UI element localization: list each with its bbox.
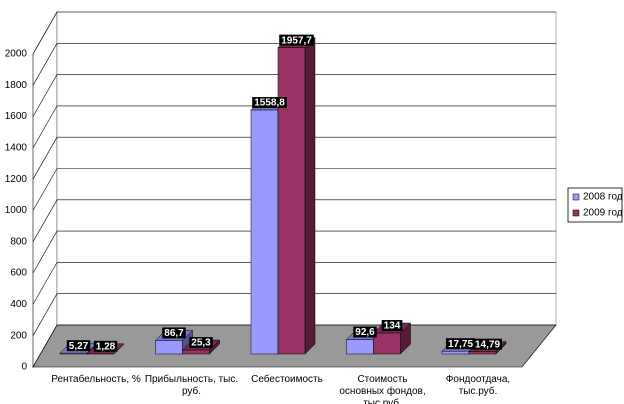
y-tick-label: 800	[10, 236, 27, 247]
grid-line	[32, 136, 556, 180]
value-label-bg	[381, 320, 403, 332]
value-label-bg	[252, 97, 287, 109]
bar	[59, 352, 88, 355]
x-tick-label: Прибыльность, тыс. руб.	[144, 374, 239, 397]
y-tick-label: 1000	[5, 205, 28, 216]
y-tick-label: 1600	[5, 111, 28, 122]
legend-box	[567, 187, 623, 223]
value-label: 86,7	[164, 328, 184, 339]
legend-swatch	[572, 209, 580, 217]
bar-side	[304, 37, 316, 355]
bar	[373, 332, 401, 355]
value-label-bg	[353, 326, 377, 338]
bar	[277, 47, 306, 355]
value-label: 25,3	[191, 338, 211, 349]
grid-line	[32, 74, 556, 117]
grid-line	[32, 105, 556, 149]
value-label: 92,6	[355, 327, 375, 338]
bar	[155, 340, 183, 355]
value-label: 1957,7	[281, 35, 312, 46]
value-label-bg	[93, 340, 118, 352]
bar	[346, 339, 374, 355]
grid-line	[32, 293, 556, 336]
value-label-bg	[189, 337, 213, 349]
bar	[468, 351, 497, 355]
x-tick-label: Себестоимость	[251, 374, 323, 385]
grid-line	[32, 262, 556, 305]
grid-line	[32, 199, 556, 242]
grid-line	[32, 168, 556, 211]
y-tick-label: 400	[10, 299, 27, 310]
value-label: 1558,8	[254, 98, 285, 109]
value-label: 134	[384, 321, 401, 332]
value-label-bg	[445, 338, 476, 350]
grid-line	[32, 230, 556, 274]
legend-label: 2008 год	[583, 192, 623, 203]
y-tick-label: 1800	[5, 80, 28, 91]
grid-line	[32, 11, 556, 55]
bar	[441, 350, 470, 355]
y-tick-label: 1200	[5, 174, 28, 185]
value-label-bg	[279, 34, 314, 46]
value-label-bg	[162, 327, 186, 339]
y-tick-label: 600	[10, 268, 27, 279]
legend-swatch	[572, 193, 580, 201]
value-label: 5,27	[69, 341, 89, 352]
value-label-bg	[472, 338, 503, 350]
x-tick-label: Рентабельность, %	[51, 374, 141, 385]
value-label: 17,75	[448, 339, 473, 350]
value-label-bg	[66, 340, 91, 352]
y-tick-label: 200	[10, 330, 27, 341]
legend-label: 2009 год	[583, 208, 623, 219]
grid-line	[32, 42, 556, 86]
x-tick-label: Фондоотдача, тыс.руб.	[445, 374, 511, 397]
value-label: 14,79	[475, 339, 500, 350]
x-tick-label: Стоимость основных фондов, тыс.руб.	[339, 374, 426, 404]
value-label: 1,28	[96, 341, 116, 352]
y-tick-label: 2000	[5, 49, 28, 60]
y-tick-label: 0	[21, 362, 27, 373]
bar	[182, 349, 210, 355]
bar	[250, 109, 279, 355]
y-tick-label: 1400	[5, 143, 28, 154]
